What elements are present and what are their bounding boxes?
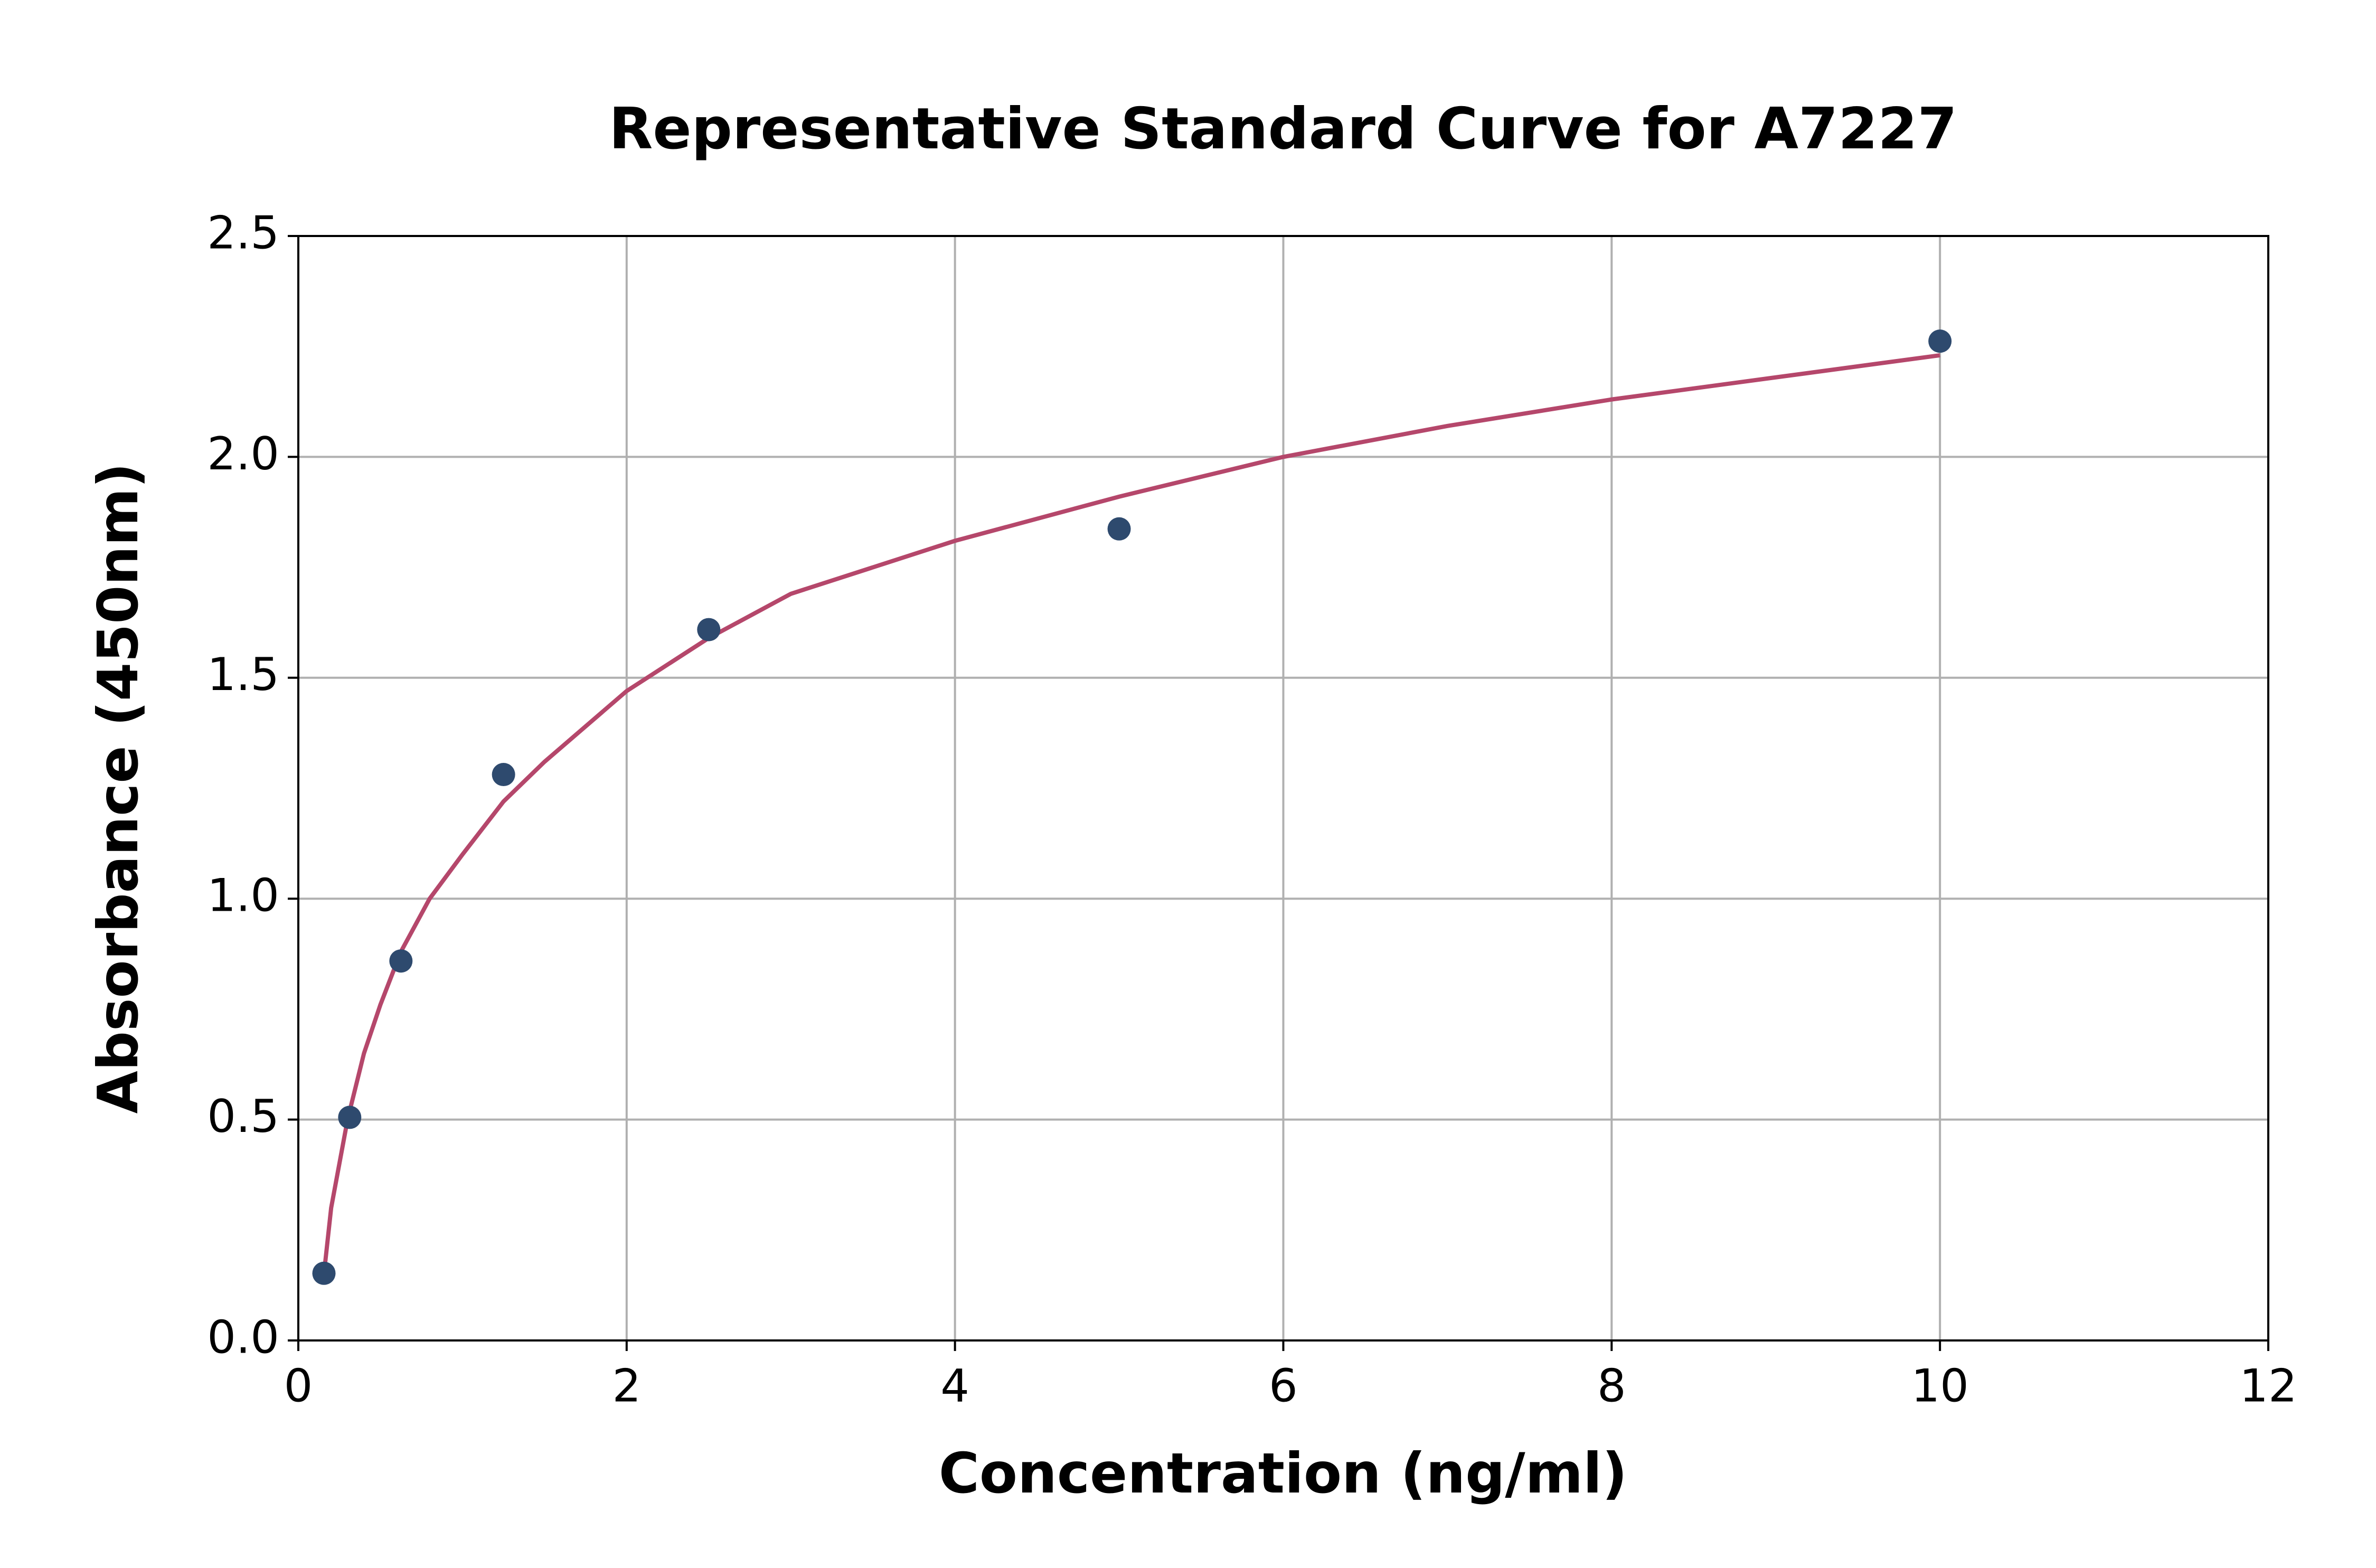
x-tick-label: 8: [1597, 1359, 1626, 1412]
y-axis-label: Absorbance (450nm): [86, 463, 150, 1114]
x-tick-label: 6: [1269, 1359, 1298, 1412]
data-point: [338, 1106, 362, 1129]
x-tick-label: 10: [1911, 1359, 1968, 1412]
x-tick-label: 4: [940, 1359, 969, 1412]
data-point: [312, 1261, 336, 1285]
fit-curve: [322, 353, 1940, 1274]
y-tick-label: 1.5: [207, 648, 279, 701]
y-tick-label: 1.0: [207, 870, 279, 922]
y-tick-label: 2.5: [207, 206, 279, 259]
data-point: [492, 763, 515, 787]
data-point: [697, 618, 721, 641]
y-tick-label: 0.5: [207, 1090, 279, 1143]
data-point: [1107, 517, 1131, 541]
x-axis-label: Concentration (ng/ml): [939, 1441, 1627, 1506]
y-tick-label: 2.0: [207, 428, 279, 480]
chart-title: Representative Standard Curve for A7227: [609, 96, 1957, 162]
x-tick-label: 2: [612, 1359, 641, 1412]
data-point: [1928, 329, 1952, 353]
data-point: [389, 949, 413, 973]
x-tick-label: 0: [284, 1359, 313, 1412]
plot-frame: [297, 235, 2269, 1342]
y-tick-label: 0.0: [207, 1311, 279, 1364]
x-tick-label: 12: [2239, 1359, 2297, 1412]
